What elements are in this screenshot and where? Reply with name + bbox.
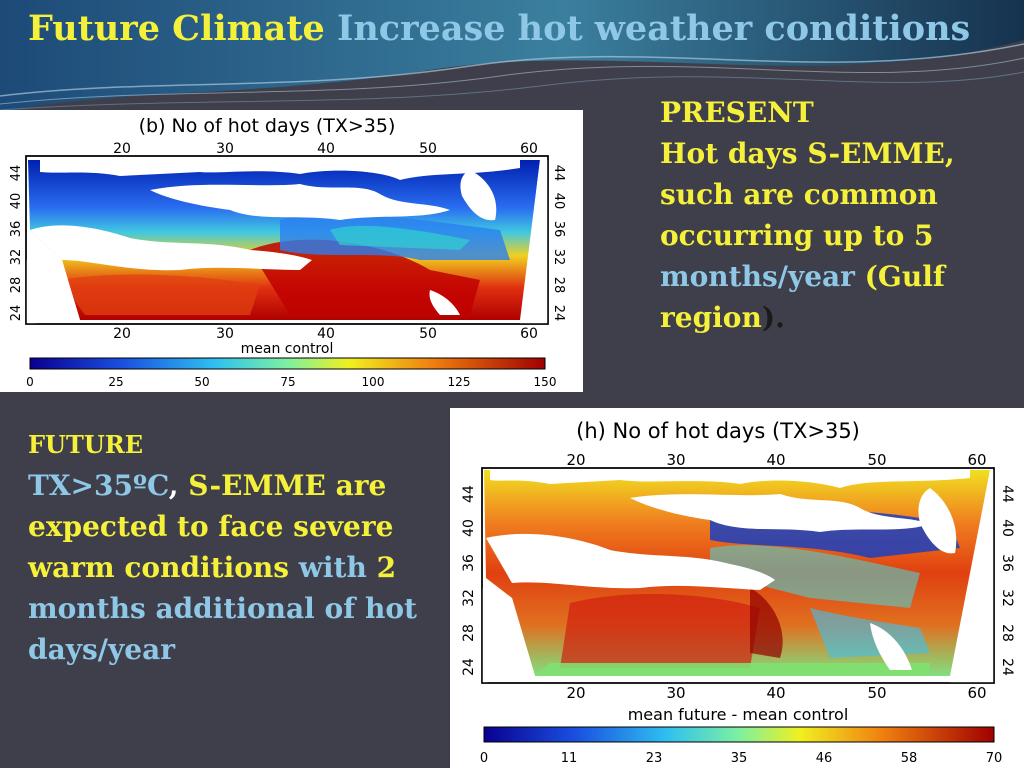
y-tick-left: 24: [9, 305, 24, 322]
colorbar-tick: 25: [108, 375, 123, 389]
map-caption: mean future - mean control: [628, 705, 849, 724]
present-line-5: region).: [660, 297, 1010, 338]
future-body: TX>35ºC, S-EMME are expected to face sev…: [28, 465, 428, 670]
x-tick-bottom: 30: [216, 326, 234, 342]
header-banner: [0, 0, 1024, 112]
y-tick-right: 40: [999, 519, 1015, 537]
y-tick-left: 44: [9, 165, 24, 182]
y-tick-right: 44: [999, 485, 1015, 503]
present-text: PRESENT Hot days S-EMME, such are common…: [660, 92, 1010, 338]
y-tick-left: 28: [9, 277, 24, 294]
y-tick-left: 36: [461, 554, 477, 572]
x-tick-bottom: 40: [317, 326, 335, 342]
y-tick-right: 32: [551, 249, 566, 266]
y-tick-left: 32: [9, 249, 24, 266]
x-tick-bottom: 30: [666, 684, 685, 702]
colorbar-tick: 35: [731, 751, 748, 766]
x-tick-top: 40: [317, 141, 335, 157]
y-tick-right: 36: [551, 221, 566, 238]
colorbar-tick: 23: [646, 751, 663, 766]
colorbar-tick: 100: [362, 375, 385, 389]
future-with: with: [298, 551, 367, 584]
present-region: region: [660, 301, 762, 334]
x-tick-top: 20: [113, 141, 131, 157]
x-tick-top: 50: [867, 451, 886, 469]
present-line-4: months/year (Gulf: [660, 256, 1010, 297]
future-heading: FUTURE: [28, 430, 143, 459]
x-tick-bottom: 50: [419, 326, 437, 342]
present-heading: PRESENT: [660, 96, 814, 129]
map-caption: mean control: [241, 341, 334, 357]
colorbar-tick: 50: [194, 375, 209, 389]
x-tick-bottom: 20: [566, 684, 585, 702]
future-expected: S-EMME are expected to face severe warm …: [28, 469, 394, 584]
colorbar: [29, 357, 546, 370]
x-tick-bottom: 60: [967, 684, 986, 702]
y-tick-left: 32: [461, 589, 477, 607]
colorbar-tick: 75: [280, 375, 295, 389]
y-tick-left: 24: [461, 658, 477, 676]
x-tick-top: 50: [419, 141, 437, 157]
colorbar-tick: 0: [480, 751, 488, 766]
colorbar: [483, 726, 995, 743]
y-tick-right: 36: [999, 554, 1015, 572]
colorbar-tick: 70: [986, 751, 1003, 766]
map-title: (b) No of hot days (TX>35): [139, 115, 396, 137]
y-tick-right: 28: [551, 277, 566, 294]
x-tick-top: 60: [967, 451, 986, 469]
y-tick-right: 24: [551, 305, 566, 322]
future-map-figure: (h) No of hot days (TX>35) 20 30 40 50 6…: [450, 408, 1024, 768]
x-tick-top: 40: [766, 451, 785, 469]
present-months: months/year: [660, 260, 855, 293]
present-number: 5: [914, 219, 934, 252]
present-gulf: (Gulf: [864, 260, 945, 293]
x-tick-top: 30: [216, 141, 234, 157]
x-tick-bottom: 20: [113, 326, 131, 342]
x-tick-top: 30: [666, 451, 685, 469]
colorbar-tick: 11: [561, 751, 578, 766]
future-text: FUTURE TX>35ºC, S-EMME are expected to f…: [28, 424, 428, 670]
colorbar-tick: 125: [448, 375, 471, 389]
y-tick-right: 24: [999, 658, 1015, 676]
y-tick-left: 40: [9, 193, 24, 210]
x-tick-top: 20: [566, 451, 585, 469]
y-tick-right: 40: [551, 193, 566, 210]
present-close: ).: [761, 301, 785, 334]
x-tick-bottom: 60: [520, 326, 538, 342]
y-tick-left: 36: [9, 221, 24, 238]
future-additional: months additional of hot days/year: [28, 592, 417, 666]
colorbar-tick: 0: [26, 375, 34, 389]
present-line-3: occurring up to 5: [660, 215, 1010, 256]
future-comma: ,: [168, 469, 179, 502]
y-tick-left: 40: [461, 519, 477, 537]
colorbar-tick: 46: [816, 751, 833, 766]
y-tick-left: 44: [461, 485, 477, 503]
present-line-3a: occurring up to: [660, 219, 905, 252]
present-line-2: such are common: [660, 178, 938, 211]
future-number: 2: [376, 551, 397, 584]
slide-title: Future Climate Increase hot weather cond…: [28, 8, 970, 50]
title-part-1: Future Climate: [28, 8, 325, 49]
x-tick-top: 60: [520, 141, 538, 157]
x-tick-bottom: 40: [766, 684, 785, 702]
colorbar-tick: 58: [901, 751, 918, 766]
colorbar-tick: 150: [534, 375, 557, 389]
future-threshold: TX>35ºC: [28, 469, 169, 502]
x-tick-bottom: 50: [867, 684, 886, 702]
title-part-2: Increase hot weather conditions: [336, 8, 971, 49]
y-tick-right: 32: [999, 589, 1015, 607]
y-tick-right: 44: [551, 165, 566, 182]
present-line-1: Hot days S-EMME,: [660, 137, 955, 170]
map-title: (h) No of hot days (TX>35): [576, 419, 860, 443]
y-tick-right: 28: [999, 624, 1015, 642]
present-map-figure: (b) No of hot days (TX>35) 20 30 40 50 6…: [0, 110, 583, 392]
y-tick-left: 28: [461, 624, 477, 642]
